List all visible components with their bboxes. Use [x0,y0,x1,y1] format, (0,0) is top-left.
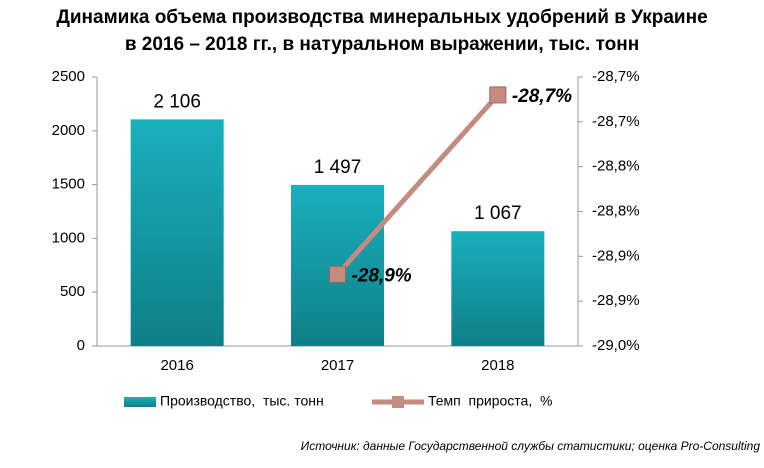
legend-label: Темп прироста, % [428,393,552,409]
y-tick-label: 0 [77,337,85,354]
bar [291,184,384,346]
legend-label: Производство, тыс. тонн [160,393,324,409]
legend-swatch [124,397,156,407]
x-tick-label: 2016 [160,357,193,374]
data-label: 1 067 [474,203,522,224]
source: Источник: данные Государственной службы … [301,439,761,453]
x-tick-label: 2017 [321,357,354,374]
bar [130,119,224,346]
marker [329,265,346,283]
y-tick-label: 2000 [52,122,85,139]
y2-tick-label: -28,7% [592,113,640,130]
chart-title: в 2016 – 2018 гг., в натуральном выражен… [125,34,639,55]
data-label: 1 497 [314,157,362,178]
chart-title: Динамика объема производства минеральных… [56,7,707,28]
data-label: 2 106 [153,91,201,112]
y2-tick-label: -28,7% [592,68,640,85]
y2-tick-label: -28,8% [592,158,640,175]
y-tick-label: 1000 [52,229,85,246]
data-label: -28,9% [352,265,412,286]
data-label: -28,7% [512,86,572,107]
y2-tick-label: -28,8% [592,202,640,219]
marker [489,86,507,104]
y2-tick-label: -28,9% [592,247,640,264]
x-tick-label: 2018 [481,357,514,374]
y2-tick-label: -28,9% [592,292,640,309]
y2-tick-label: -29,0% [592,337,640,354]
y-tick-label: 1500 [52,176,85,193]
legend-swatch [392,396,404,408]
y-tick-label: 500 [60,283,85,300]
line [335,93,500,276]
y-tick-label: 2500 [52,68,85,85]
bar [451,231,545,346]
